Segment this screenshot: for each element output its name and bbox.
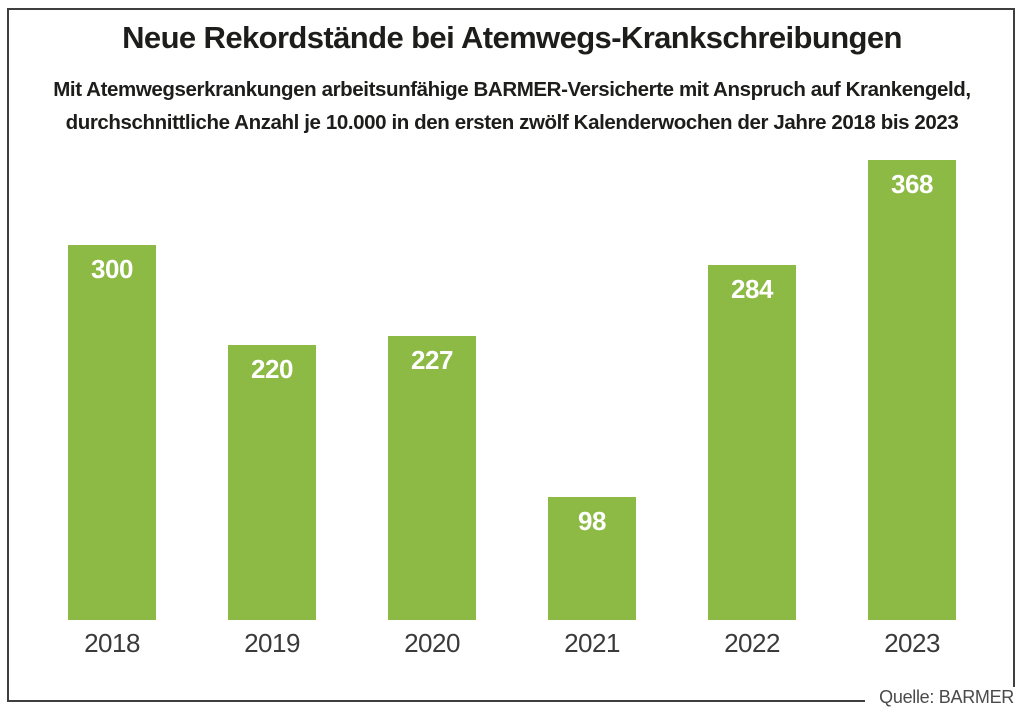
x-axis-label-2019: 2019 xyxy=(244,628,300,658)
bar-2020: 227 xyxy=(388,336,476,620)
x-axis-label-2020: 2020 xyxy=(404,628,460,658)
bar-value-label-2021: 98 xyxy=(578,506,606,536)
bar-column-2021: 98 xyxy=(512,140,672,620)
x-axis-label-2021: 2021 xyxy=(564,628,620,658)
bar-2019: 220 xyxy=(228,345,316,620)
x-axis-labels: 2018 2019 2020 2021 2022 2023 xyxy=(32,628,992,659)
bar-value-label-2020: 227 xyxy=(411,345,453,375)
x-axis-label-2023: 2023 xyxy=(884,628,940,658)
bar-column-2019: 220 xyxy=(192,140,352,620)
x-axis-label-2018: 2018 xyxy=(84,628,140,658)
chart-subtitle-line1: Mit Atemwegserkrankungen arbeitsunfähige… xyxy=(53,78,971,101)
source-attribution: Quelle: BARMER xyxy=(865,687,1016,712)
bar-value-label-2018: 300 xyxy=(91,254,133,284)
bar-2023: 368 xyxy=(868,160,956,620)
chart-title: Neue Rekordstände bei Atemwegs-Krankschr… xyxy=(122,20,902,55)
chart-subtitle: Mit Atemwegserkrankungen arbeitsunfähige… xyxy=(0,74,1024,140)
bar-column-2023: 368 xyxy=(832,140,992,620)
bar-2022: 284 xyxy=(708,265,796,620)
bar-value-label-2023: 368 xyxy=(891,169,933,199)
bar-column-2018: 300 xyxy=(32,140,192,620)
chart-subtitle-line2: durchschnittliche Anzahl je 10.000 in de… xyxy=(65,110,959,134)
chart-frame-border xyxy=(7,8,1015,702)
bar-value-label-2022: 284 xyxy=(731,274,773,304)
bar-2021: 98 xyxy=(548,497,636,620)
bar-chart-plot-area: 300 220 227 98 284 368 xyxy=(32,140,992,620)
bar-2018: 300 xyxy=(68,245,156,620)
bar-value-label-2019: 220 xyxy=(251,354,293,384)
bar-column-2022: 284 xyxy=(672,140,832,620)
x-axis-label-2022: 2022 xyxy=(724,628,780,658)
bar-column-2020: 227 xyxy=(352,140,512,620)
